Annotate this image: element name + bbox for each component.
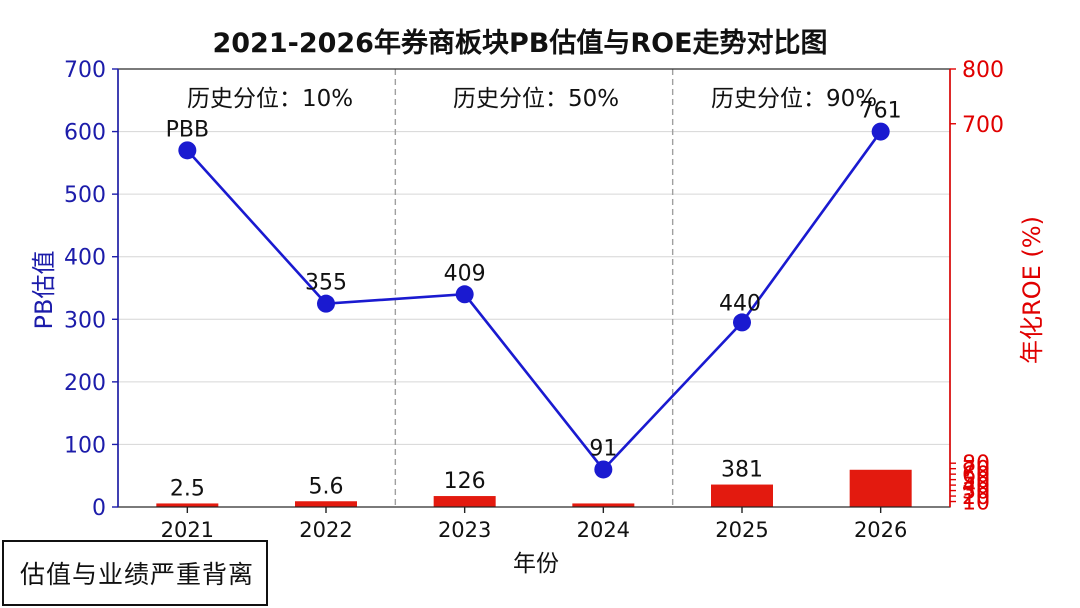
y-tick-label-right: 800 (962, 58, 1004, 83)
y-tick-label-left: 600 (64, 121, 106, 146)
y-tick-label-right: 20 (962, 485, 990, 510)
y-tick-label-left: 0 (92, 496, 106, 521)
period-dividers (394, 69, 674, 507)
x-tick-label: 2025 (715, 518, 768, 542)
caption-text: 估值与业绩严重背离 (20, 560, 255, 589)
pb-point (317, 294, 335, 313)
y-tick-label-right: 40 (962, 474, 990, 499)
y-tick-label-left: 200 (64, 371, 106, 396)
y-tick-label-right: 70 (962, 458, 990, 483)
x-tick-label: 2026 (854, 518, 907, 542)
annotation-percentile-50: 历史分位：50% (453, 86, 619, 112)
y-tick-label-left: 300 (64, 308, 106, 333)
y-tick-label-left: 500 (64, 183, 106, 208)
pb-line-series (178, 122, 890, 479)
roe-data-label: 381 (721, 458, 763, 483)
y-tick-label-right: 80 (962, 452, 990, 477)
pb-point (733, 313, 751, 332)
pb-point (455, 285, 474, 304)
roe-bar (295, 501, 357, 507)
x-tick-label: 2022 (299, 518, 352, 542)
pb-data-label: PBB (166, 117, 209, 142)
y-axis-right-label: 年化ROE (%) (1018, 216, 1046, 364)
roe-bar (156, 503, 219, 507)
y-axis-left-label: PB估值 (30, 251, 58, 330)
x-tick-label: 2021 (161, 518, 214, 542)
pb-data-label: 409 (444, 261, 486, 286)
roe-bar (433, 496, 496, 507)
pb-data-label: 355 (305, 271, 347, 296)
pb-data-label: 440 (719, 291, 761, 316)
pb-line (186, 130, 882, 472)
pb-data-label: 761 (860, 99, 902, 124)
y-tick-label-right: 700 (962, 113, 1004, 138)
y-tick-label-left: 700 (64, 58, 106, 83)
roe-bar (849, 469, 912, 507)
pb-point (178, 141, 197, 160)
roe-data-label: 5.6 (309, 474, 344, 499)
grid-lines (118, 68, 950, 445)
roe-bar (711, 484, 773, 507)
y-tick-label-right: 10 (962, 491, 990, 516)
y-tick-label-right: 30 (962, 480, 990, 505)
x-axis-label: 年份 (513, 551, 559, 577)
y-tick-label-left: 100 (64, 433, 106, 458)
caption-box: 估值与业绩严重背离 (2, 540, 268, 606)
roe-data-label: 126 (444, 469, 486, 494)
x-tick-label: 2023 (438, 518, 491, 542)
y-tick-label-left: 400 (64, 246, 106, 271)
pb-point (871, 122, 890, 141)
data-labels: PBB 355 409 91 440 761 2.5 5.6 126 381 (166, 99, 902, 502)
chart-title: 2021-2026年券商板块PB估值与ROE走势对比图 (212, 27, 827, 59)
roe-bar (572, 503, 635, 507)
pb-point (594, 460, 613, 479)
annotation-percentile-10: 历史分位：10% (187, 86, 353, 112)
y-tick-label-right: 60 (962, 463, 990, 488)
plot-frame (117, 68, 951, 508)
roe-bars (156, 469, 912, 507)
y-tick-label-right: 50 (962, 469, 990, 494)
pb-data-label: 91 (589, 436, 617, 461)
roe-data-label: 2.5 (170, 476, 205, 501)
x-tick-label: 2024 (577, 518, 630, 542)
annotation-percentile-90: 历史分位：90% (711, 86, 877, 112)
